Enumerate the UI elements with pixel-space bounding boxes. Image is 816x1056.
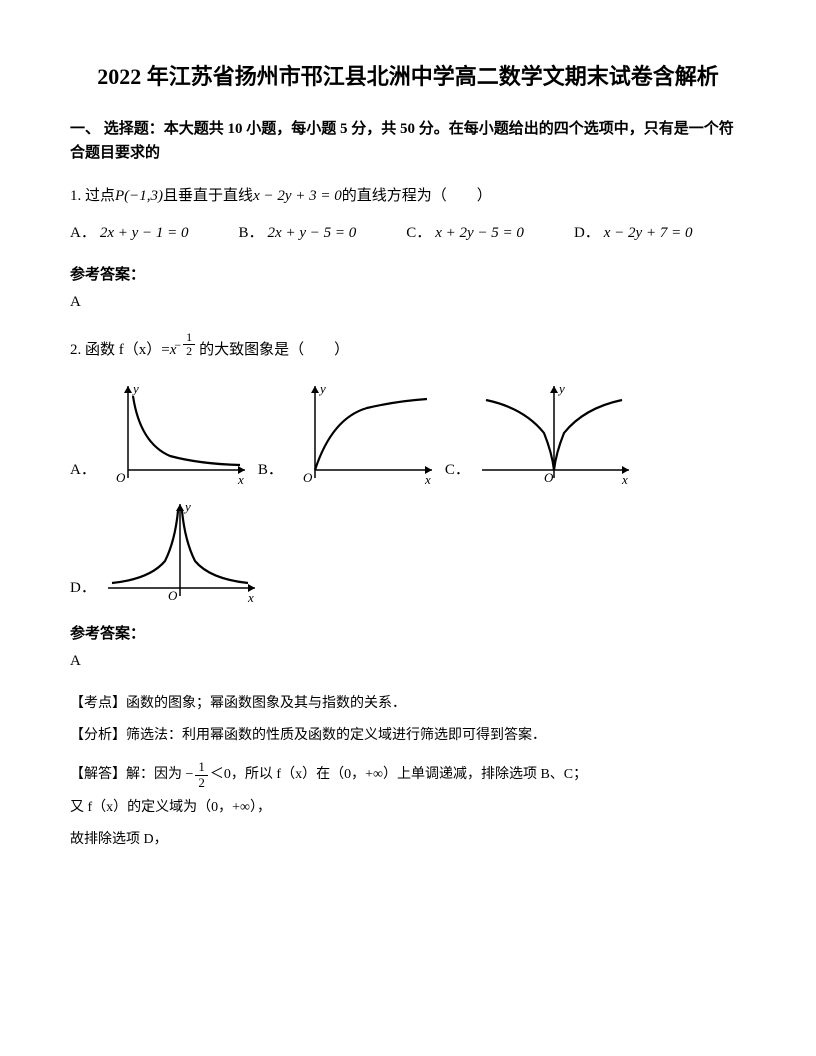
svg-text:O: O [168, 588, 178, 603]
q1-option-a: A．2x + y − 1 = 0 [70, 220, 189, 247]
svg-text:x: x [424, 472, 431, 487]
q2-option-b: B． y x O [258, 378, 437, 488]
graph-a: y x O [100, 378, 250, 488]
svg-text:y: y [183, 499, 191, 514]
page-title: 2022 年江苏省扬州市邗江县北洲中学高二数学文期末试卷含解析 [70, 60, 746, 93]
svg-text:O: O [303, 470, 313, 485]
q1-suffix: 的直线方程为（ ） [342, 183, 492, 210]
q1-option-c: C．x + 2y − 5 = 0 [406, 220, 524, 247]
svg-text:O: O [116, 470, 126, 485]
q2-kaodian: 【考点】函数的图象；幂函数图象及其与指数的关系． [70, 690, 746, 718]
q1-mid: 且垂直于直线 [163, 183, 253, 210]
q2-answer: A [70, 653, 746, 670]
q1-line-eq: x − 2y + 3 = 0 [253, 183, 342, 210]
section-header: 一、 选择题：本大题共 10 小题，每小题 5 分，共 50 分。在每小题给出的… [70, 117, 746, 165]
q2-option-c: C． y x O [445, 378, 634, 488]
svg-text:x: x [247, 590, 254, 605]
q1-option-b: B．2x + y − 5 = 0 [239, 220, 357, 247]
q2-exponent: − 1 2 [174, 331, 197, 358]
q2-fenxi: 【分析】筛选法：利用幂函数的性质及函数的定义域进行筛选即可得到答案． [70, 722, 746, 750]
q1-answer: A [70, 294, 746, 311]
q2-answer-label: 参考答案： [70, 622, 746, 643]
graph-d: y x O [100, 496, 260, 606]
question-2: 2. 函数 f（x）= x − 1 2 的大致图象是（ ） A． y x [70, 331, 746, 606]
q2-prefix: 2. 函数 f（x）= [70, 337, 170, 364]
q2-graph-options: A． y x O B． y x O [70, 378, 746, 606]
q2-suffix: 的大致图象是（ ） [199, 337, 349, 364]
q2-jieda-line1: 【解答】 解：因为 − 1 2 ＜0，所以 f（x）在（0，+∞）上单调递减，排… [70, 760, 587, 790]
svg-text:x: x [621, 472, 628, 487]
svg-text:x: x [237, 472, 244, 487]
q2-jieda-line2: 又 f（x）的定义域为（0，+∞）， [70, 794, 746, 822]
q2-option-a: A． y x O [70, 378, 250, 488]
graph-c: y x O [474, 378, 634, 488]
svg-text:y: y [318, 381, 326, 396]
q1-answer-label: 参考答案： [70, 263, 746, 284]
question-1: 1. 过点 P(−1,3) 且垂直于直线 x − 2y + 3 = 0 的直线方… [70, 183, 746, 247]
q2-jieda-line3: 故排除选项 D， [70, 826, 746, 854]
svg-text:y: y [557, 381, 565, 396]
graph-b: y x O [287, 378, 437, 488]
svg-text:y: y [131, 381, 139, 396]
svg-text:O: O [544, 470, 554, 485]
q1-option-d: D．x − 2y + 7 = 0 [574, 220, 693, 247]
q1-prefix: 1. 过点 [70, 183, 115, 210]
q1-point: P(−1,3) [115, 183, 163, 210]
q2-option-d: D． y x O [70, 496, 746, 606]
